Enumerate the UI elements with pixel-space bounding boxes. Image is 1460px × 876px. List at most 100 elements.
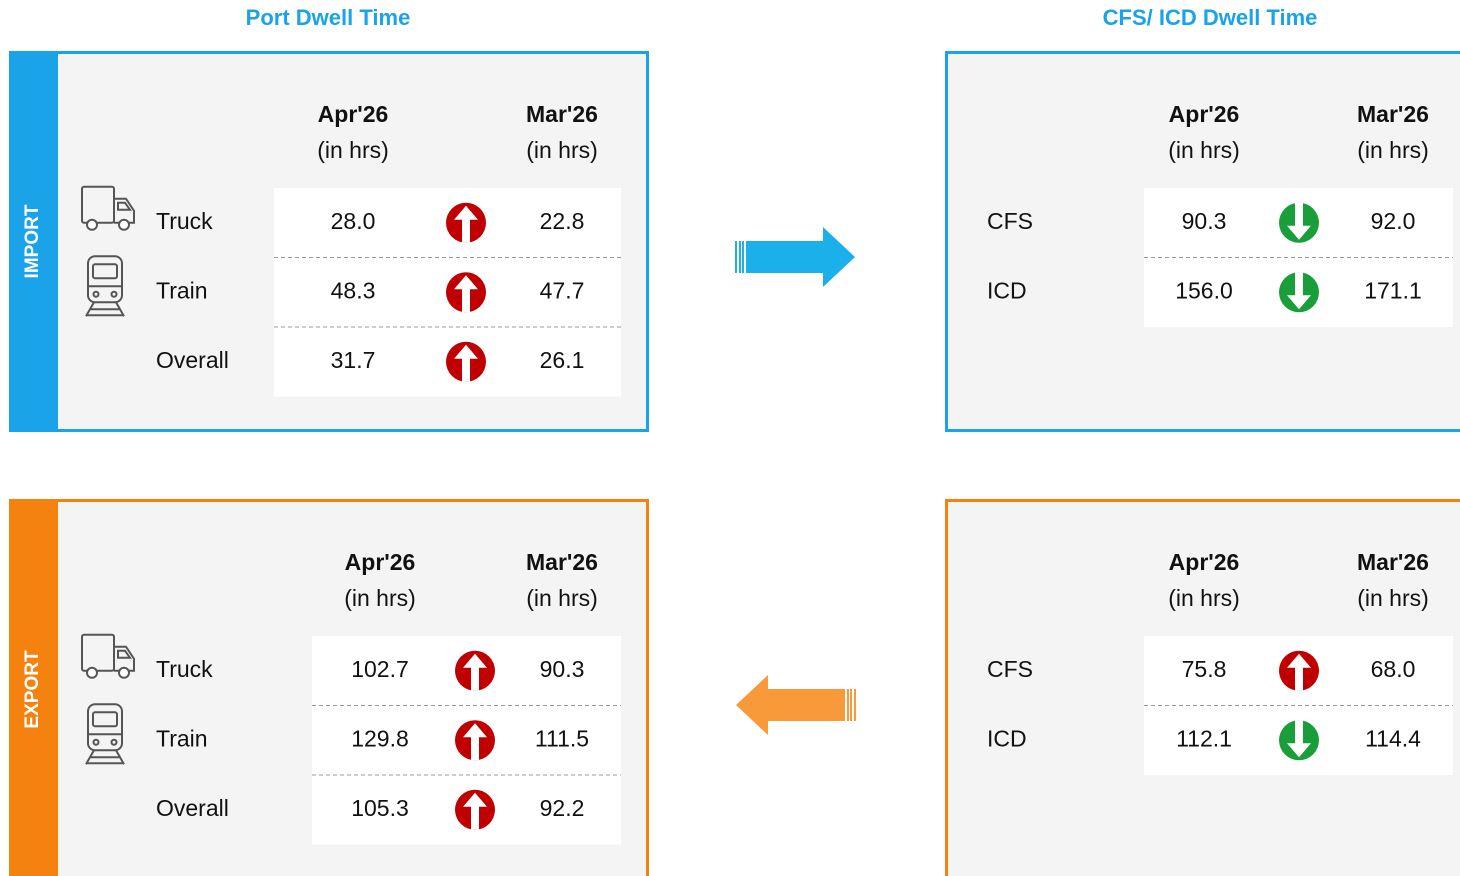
- trend-icon: [446, 341, 486, 382]
- flow-arrow-stripe: [742, 241, 744, 273]
- column-period: Apr'26: [1169, 101, 1240, 127]
- train-body: [87, 703, 123, 752]
- truck-wheel: [118, 666, 130, 679]
- truck-wheel: [86, 666, 98, 679]
- column-period: Mar'26: [526, 549, 598, 575]
- current-value: 90.3: [1182, 208, 1227, 234]
- previous-value: 26.1: [540, 347, 585, 373]
- row-label: ICD: [987, 277, 1027, 303]
- column-period: Mar'26: [1357, 101, 1429, 127]
- row-label: CFS: [987, 208, 1033, 234]
- row-label: CFS: [987, 656, 1033, 682]
- current-value: 102.7: [351, 656, 409, 682]
- cfs-title: CFS/ ICD Dwell Time: [1103, 5, 1318, 30]
- truck-window: [117, 649, 132, 659]
- flow-arrow-stripe: [735, 241, 737, 273]
- train-light: [92, 290, 100, 298]
- current-value: 156.0: [1175, 277, 1233, 303]
- row-label: ICD: [987, 725, 1027, 751]
- trend-arrow: [454, 205, 478, 243]
- flow-arrow-stripe: [850, 689, 852, 721]
- truck-wheel: [86, 218, 98, 231]
- column-unit: (in hrs): [1357, 585, 1429, 611]
- trend-arrow: [463, 723, 487, 761]
- trend-arrow: [463, 653, 487, 691]
- flow-arrow: [735, 227, 855, 287]
- column-unit: (in hrs): [1168, 585, 1240, 611]
- section-label: IMPORT: [22, 204, 43, 278]
- truck-cargo: [81, 633, 115, 672]
- row-label: Overall: [156, 347, 229, 373]
- previous-value: 47.7: [540, 277, 585, 303]
- train-body: [87, 255, 123, 304]
- flow-arrow: [736, 675, 856, 735]
- column-period: Apr'26: [345, 549, 416, 575]
- flow-arrow-shape: [746, 227, 855, 287]
- column-unit: (in hrs): [1357, 137, 1429, 163]
- row-label: Truck: [156, 656, 213, 682]
- trend-arrow: [1287, 720, 1311, 758]
- truck-window: [117, 201, 132, 211]
- previous-value: 22.8: [540, 208, 585, 234]
- previous-value: 92.0: [1371, 208, 1416, 234]
- current-value: 112.1: [1176, 725, 1232, 751]
- flow-arrow-shape: [736, 675, 845, 735]
- trend-icon: [1279, 720, 1319, 761]
- current-value: 48.3: [331, 277, 376, 303]
- trend-icon: [1279, 272, 1319, 313]
- trend-icon: [446, 272, 486, 313]
- current-value: 129.8: [351, 725, 409, 751]
- train-rails: [85, 301, 125, 317]
- current-value: 28.0: [331, 208, 376, 234]
- flow-arrow-stripe: [847, 689, 849, 721]
- truck-wheel: [118, 218, 130, 231]
- previous-value: 68.0: [1371, 656, 1416, 682]
- column-unit: (in hrs): [344, 585, 416, 611]
- truck-icon: [81, 185, 135, 231]
- trend-arrow: [1287, 272, 1311, 310]
- current-value: 105.3: [351, 795, 409, 821]
- column-period: Apr'26: [318, 101, 389, 127]
- current-value: 75.8: [1182, 656, 1227, 682]
- row-label: Train: [156, 277, 208, 303]
- flow-arrow-stripe: [739, 241, 741, 273]
- row-label: Train: [156, 725, 208, 751]
- trend-arrow: [1287, 202, 1311, 240]
- section-strip: [9, 51, 58, 432]
- trend-icon: [1279, 202, 1319, 243]
- current-value: 31.7: [331, 347, 376, 373]
- section-label: EXPORT: [22, 650, 43, 729]
- trend-arrow: [463, 792, 487, 830]
- flow-arrow-stripe: [854, 689, 856, 721]
- trend-icon: [446, 202, 486, 243]
- column-period: Mar'26: [526, 101, 598, 127]
- train-window: [92, 711, 118, 728]
- trend-arrow: [1287, 653, 1311, 691]
- column-unit: (in hrs): [317, 137, 389, 163]
- previous-value: 111.5: [535, 725, 589, 751]
- previous-value: 114.4: [1365, 725, 1421, 751]
- train-rails: [85, 749, 125, 765]
- previous-value: 171.1: [1364, 277, 1422, 303]
- train-light: [110, 290, 118, 298]
- truck-icon: [81, 633, 135, 679]
- trend-arrow: [454, 275, 478, 313]
- section-strip: [9, 499, 58, 876]
- train-icon: [85, 255, 125, 317]
- trend-icon: [455, 650, 495, 691]
- previous-value: 90.3: [540, 656, 585, 682]
- port-title: Port Dwell Time: [246, 5, 411, 30]
- trend-icon: [455, 789, 495, 830]
- train-light: [110, 738, 118, 746]
- row-label: Truck: [156, 208, 213, 234]
- column-unit: (in hrs): [526, 585, 598, 611]
- train-icon: [85, 703, 125, 765]
- trend-icon: [1279, 650, 1319, 691]
- column-period: Apr'26: [1169, 549, 1240, 575]
- column-unit: (in hrs): [1168, 137, 1240, 163]
- trend-icon: [455, 720, 495, 761]
- column-period: Mar'26: [1357, 549, 1429, 575]
- train-window: [92, 263, 118, 280]
